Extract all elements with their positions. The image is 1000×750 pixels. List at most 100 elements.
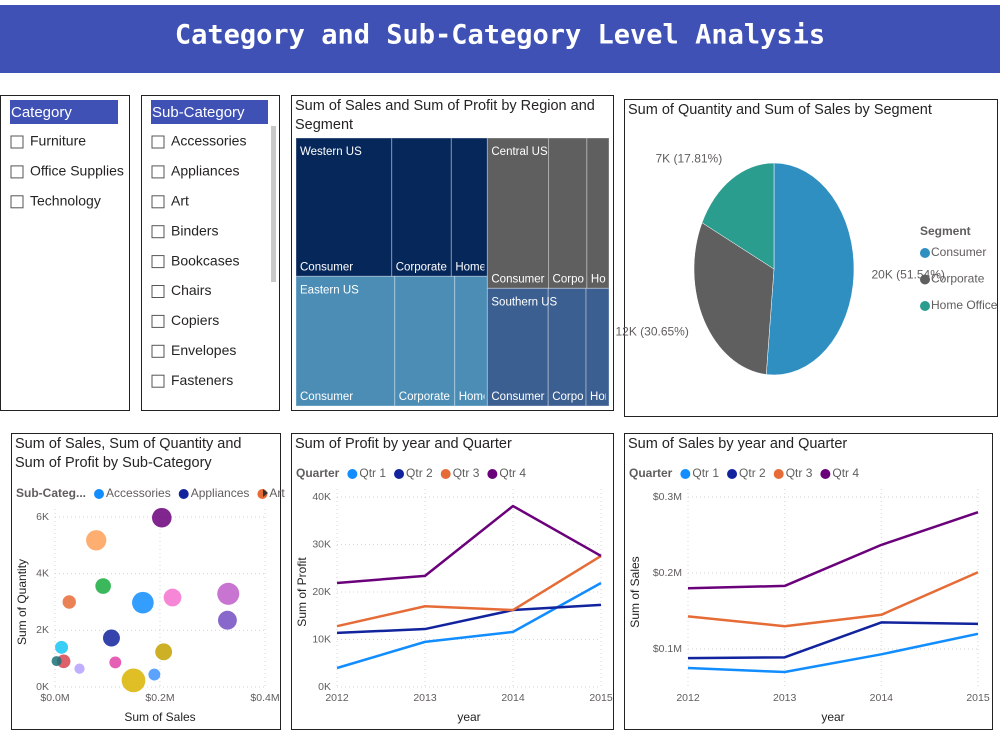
y-axis-label: Sum of Sales xyxy=(628,556,642,627)
bubble xyxy=(151,507,172,528)
checkbox[interactable] xyxy=(10,165,24,179)
bubble xyxy=(55,640,69,654)
bubble xyxy=(86,530,107,551)
line-series xyxy=(687,621,979,660)
legend-label: Accessories xyxy=(106,486,171,500)
checkbox[interactable] xyxy=(151,135,165,149)
checkbox[interactable] xyxy=(151,165,165,179)
line-series xyxy=(336,554,602,628)
bubble xyxy=(102,629,120,647)
legend-label: Home Office xyxy=(931,298,998,312)
bubble xyxy=(109,656,122,669)
line-series xyxy=(336,504,602,585)
slicer-item[interactable]: Art xyxy=(171,193,189,209)
checkbox[interactable] xyxy=(151,255,165,269)
y-tick-label: $0.3M xyxy=(653,491,682,503)
chart-title-box: Sum of Sales and Sum of Profit by Region… xyxy=(295,98,595,133)
segment-label: Corporate xyxy=(399,391,450,403)
y-tick-label: 10K xyxy=(312,633,331,645)
y-tick-label: 0K xyxy=(36,681,49,693)
checkbox[interactable] xyxy=(151,314,165,328)
legend-more-arrow[interactable] xyxy=(263,489,268,497)
checkbox[interactable] xyxy=(151,225,165,239)
segment-label: Corporate xyxy=(552,391,603,403)
x-tick-label: 2012 xyxy=(325,692,349,704)
checkbox[interactable] xyxy=(151,195,165,209)
treemap-cell xyxy=(391,137,452,277)
bubble xyxy=(51,656,62,667)
x-tick-label: 2013 xyxy=(413,692,437,704)
checkbox[interactable] xyxy=(10,135,24,149)
x-tick-label: $0.4M xyxy=(250,692,279,704)
pie-slice xyxy=(693,222,775,375)
y-axis-label: Sum of Quantity xyxy=(15,559,29,645)
treemap-cell xyxy=(486,137,550,289)
slicer-title: Sub-Category xyxy=(152,104,245,121)
slicer-item[interactable]: Appliances xyxy=(171,163,240,179)
bubble xyxy=(148,668,161,681)
x-tick-label: 2012 xyxy=(676,692,700,704)
chart-title: Sum of Profit by year and Quarter xyxy=(295,436,512,452)
slicer-item[interactable]: Chairs xyxy=(171,282,211,298)
legend-marker xyxy=(487,469,498,479)
bubble xyxy=(74,663,85,674)
x-axis-label: year xyxy=(457,710,480,724)
slicer-item[interactable]: Bookcases xyxy=(171,252,239,268)
legend-label: Qtr 3 xyxy=(786,466,813,480)
y-tick-label: 0K xyxy=(318,681,331,693)
legend-label: Appliances xyxy=(191,486,250,500)
segment-label: Home Office xyxy=(455,261,519,273)
legend-label: Art xyxy=(269,486,285,500)
y-axis-label: Sum of Profit xyxy=(295,557,309,627)
slicer-item[interactable]: Envelopes xyxy=(171,342,236,358)
y-tick-label: 40K xyxy=(312,491,331,503)
segment-label: Consumer xyxy=(491,391,544,403)
legend-label: Qtr 4 xyxy=(499,466,526,480)
pie-value-label: 7K (17.81%) xyxy=(656,152,723,166)
checkbox[interactable] xyxy=(10,195,24,209)
legend-label: Qtr 2 xyxy=(739,466,766,480)
x-tick-label: 2014 xyxy=(870,692,894,704)
legend-marker xyxy=(920,248,930,258)
checkbox[interactable] xyxy=(151,285,165,298)
slicer-item[interactable]: Binders xyxy=(171,222,218,238)
line-series xyxy=(687,632,979,674)
chart-title-box: Sum of Sales by year and Quarter xyxy=(628,436,848,452)
slicer-item[interactable]: Accessories xyxy=(171,133,246,149)
slicer-item[interactable]: Furniture xyxy=(30,133,86,149)
pie-slice xyxy=(701,162,775,270)
y-tick-label: 6K xyxy=(36,511,49,523)
y-tick-label: 30K xyxy=(312,538,331,550)
x-axis-label: year xyxy=(821,710,844,724)
treemap-cell xyxy=(548,137,588,289)
legend-title: Segment xyxy=(920,224,971,238)
scrollbar[interactable] xyxy=(271,126,276,282)
legend-marker xyxy=(920,274,930,285)
checkbox[interactable] xyxy=(151,374,165,388)
chart-panel xyxy=(11,433,281,730)
pie-value-label: 12K (30.65%) xyxy=(615,324,688,338)
y-tick-label: 4K xyxy=(36,567,49,579)
x-axis-label: Sum of Sales xyxy=(124,710,195,724)
chart-title: Sum of Sales by year and Quarter xyxy=(628,436,848,452)
segment-label: Corporate xyxy=(553,273,604,285)
legend-marker xyxy=(178,489,189,499)
header-band xyxy=(0,5,1000,73)
legend-title: Sub-Categ... xyxy=(16,486,86,500)
x-tick-label: 2015 xyxy=(589,692,613,704)
slicer-item[interactable]: Office Supplies xyxy=(30,163,124,179)
legend-label: Consumer xyxy=(931,245,986,259)
region-label: Central US xyxy=(491,146,548,158)
slicer-header xyxy=(151,100,268,124)
slicer-title: Category xyxy=(11,104,72,121)
bubble xyxy=(163,588,182,607)
legend-label: Qtr 1 xyxy=(359,466,386,480)
slicer-item[interactable]: Fasteners xyxy=(171,372,233,388)
checkbox[interactable] xyxy=(151,344,165,358)
slicer-item[interactable]: Technology xyxy=(30,193,101,209)
legend-marker xyxy=(347,469,358,479)
chart-panel xyxy=(624,433,993,730)
region-label: Western US xyxy=(300,146,362,158)
slicer-item[interactable]: Copiers xyxy=(171,312,219,328)
y-tick-label: 2K xyxy=(36,624,49,636)
